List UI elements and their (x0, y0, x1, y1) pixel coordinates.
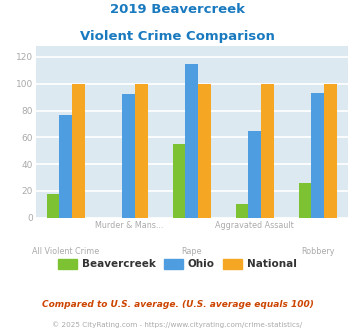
Bar (248, 131, 261, 218)
Bar (72, 84, 84, 218)
Bar (47, 194, 59, 218)
Bar (59, 115, 72, 218)
Bar (236, 204, 248, 218)
Legend: Beavercreek, Ohio, National: Beavercreek, Ohio, National (54, 255, 301, 274)
Text: All Violent Crime: All Violent Crime (32, 248, 99, 256)
Text: Robbery: Robbery (301, 248, 334, 256)
Text: © 2025 CityRating.com - https://www.cityrating.com/crime-statistics/: © 2025 CityRating.com - https://www.city… (53, 322, 302, 328)
Text: 2019 Beavercreek: 2019 Beavercreek (110, 3, 245, 16)
Bar (173, 144, 185, 218)
Bar (185, 64, 198, 218)
Bar (198, 84, 211, 218)
Bar (299, 183, 311, 218)
Text: Aggravated Assault: Aggravated Assault (215, 221, 294, 230)
Bar (311, 93, 324, 218)
Text: Violent Crime Comparison: Violent Crime Comparison (80, 30, 275, 43)
Bar (135, 84, 148, 218)
Text: Compared to U.S. average. (U.S. average equals 100): Compared to U.S. average. (U.S. average … (42, 300, 313, 309)
Text: Rape: Rape (181, 248, 202, 256)
Text: Murder & Mans...: Murder & Mans... (94, 221, 163, 230)
Bar (261, 84, 274, 218)
Bar (324, 84, 337, 218)
Bar (122, 94, 135, 218)
